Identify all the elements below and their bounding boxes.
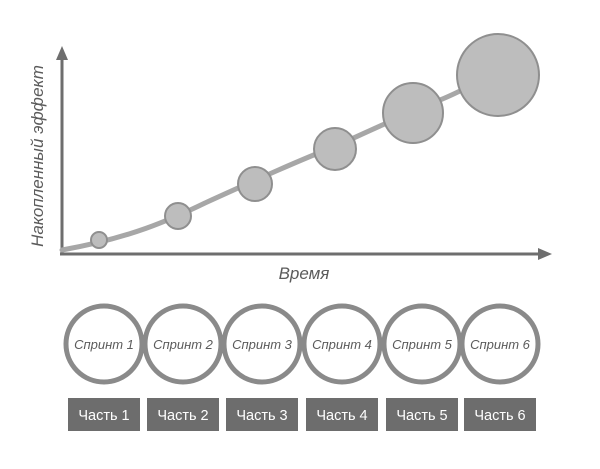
x-axis-title: Время	[279, 264, 330, 283]
axes	[56, 46, 552, 260]
part-row: Часть 1 Часть 2 Часть 3 Часть 4 Часть 5 Часть…	[68, 398, 536, 431]
part-box-4	[306, 398, 378, 431]
sprint-circle-4	[301, 303, 383, 385]
sprint-circle-6	[459, 303, 541, 385]
sprint-circle-2	[142, 303, 224, 385]
sprint-circle-1	[63, 303, 145, 385]
part-label-4: Часть 4	[316, 408, 367, 424]
part-box-5	[386, 398, 458, 431]
growth-bubble-3	[237, 166, 273, 202]
part-box-2	[147, 398, 219, 431]
growth-bubble-5	[382, 82, 444, 144]
part-box-3	[226, 398, 298, 431]
part-label-5: Часть 5	[396, 408, 447, 424]
part-label-6: Часть 6	[474, 408, 525, 424]
sprint-label-5: Спринт 5	[392, 337, 453, 352]
part-box-6	[464, 398, 536, 431]
sprint-row: Спринт 1 Спринт 2 Спринт 3 Спринт 4 Спринт 5…	[63, 303, 541, 385]
growth-bubble-2	[164, 202, 192, 230]
part-box-1	[68, 398, 140, 431]
y-axis-title: Накопленный эффект	[28, 65, 47, 247]
y-axis-arrowhead	[56, 46, 68, 60]
part-label-1: Часть 1	[78, 408, 129, 424]
part-label-2: Часть 2	[157, 408, 208, 424]
sprint-label-3: Спринт 3	[232, 337, 293, 352]
sprint-circle-3	[221, 303, 303, 385]
part-label-3: Часть 3	[236, 408, 287, 424]
sprint-label-2: Спринт 2	[153, 337, 214, 352]
growth-bubbles	[90, 33, 540, 249]
sprint-label-1: Спринт 1	[74, 337, 134, 352]
growth-bubble-6	[456, 33, 540, 117]
x-axis-arrowhead	[538, 248, 552, 260]
sprint-label-4: Спринт 4	[312, 337, 372, 352]
growth-bubble-1	[90, 231, 108, 249]
growth-bubble-4	[313, 127, 357, 171]
sprint-label-6: Спринт 6	[470, 337, 531, 352]
